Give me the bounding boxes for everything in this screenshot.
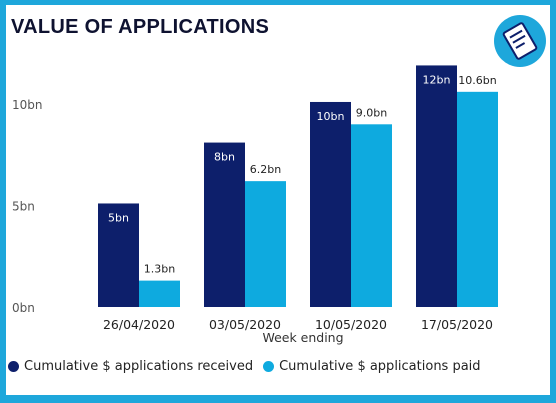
data-label-paid-0: 1.3bn: [144, 263, 175, 276]
bar-received-1: [204, 142, 245, 307]
document-icon: [494, 15, 546, 67]
legend-item-paid: Cumulative $ applications paid: [263, 359, 481, 374]
data-label-paid-3: 10.6bn: [458, 74, 496, 87]
legend-item-received: Cumulative $ applications received: [8, 359, 253, 374]
bar-chart: 0bn 5bn 10bn 5bn 1.3bn 26/04/2020 8bn 6.2bn 03/0…: [12, 65, 498, 345]
bar-paid-0: [139, 280, 180, 307]
chart-title: VALUE OF APPLICATIONS: [11, 16, 270, 38]
x-tick-label-3: 17/05/2020: [421, 317, 493, 332]
bar-received-0: [98, 203, 139, 307]
bar-paid-2: [351, 124, 392, 307]
legend-label-received: Cumulative $ applications received: [24, 359, 254, 374]
x-tick-label-0: 26/04/2020: [103, 317, 175, 332]
y-tick-label-2: 10bn: [12, 98, 43, 112]
y-tick-label-0: 0bn: [12, 301, 35, 315]
legend-marker-paid: [263, 361, 275, 372]
x-tick-label-2: 10/05/2020: [315, 317, 387, 332]
legend: Cumulative $ applications received Cumul…: [8, 359, 481, 374]
legend-marker-received: [8, 361, 19, 372]
data-label-received-2: 10bn: [317, 110, 345, 123]
legend-label-paid: Cumulative $ applications paid: [279, 359, 481, 374]
y-tick-label-1: 5bn: [12, 200, 35, 214]
bar-received-3: [416, 65, 457, 308]
data-label-paid-2: 9.0bn: [356, 106, 387, 119]
bar-received-2: [310, 101, 351, 307]
bar-paid-1: [245, 181, 286, 307]
x-tick-label-1: 03/05/2020: [209, 317, 281, 332]
bar-paid-3: [457, 91, 498, 307]
chart-card: VALUE OF APPLICATIONS 0bn 5bn 10bn 5bn 1.3bn…: [6, 5, 550, 395]
x-axis-title: Week ending: [262, 330, 343, 345]
data-label-paid-1: 6.2bn: [250, 163, 281, 176]
data-label-received-0: 5bn: [108, 211, 129, 224]
data-label-received-1: 8bn: [214, 151, 235, 164]
data-label-received-3: 12bn: [423, 73, 451, 86]
